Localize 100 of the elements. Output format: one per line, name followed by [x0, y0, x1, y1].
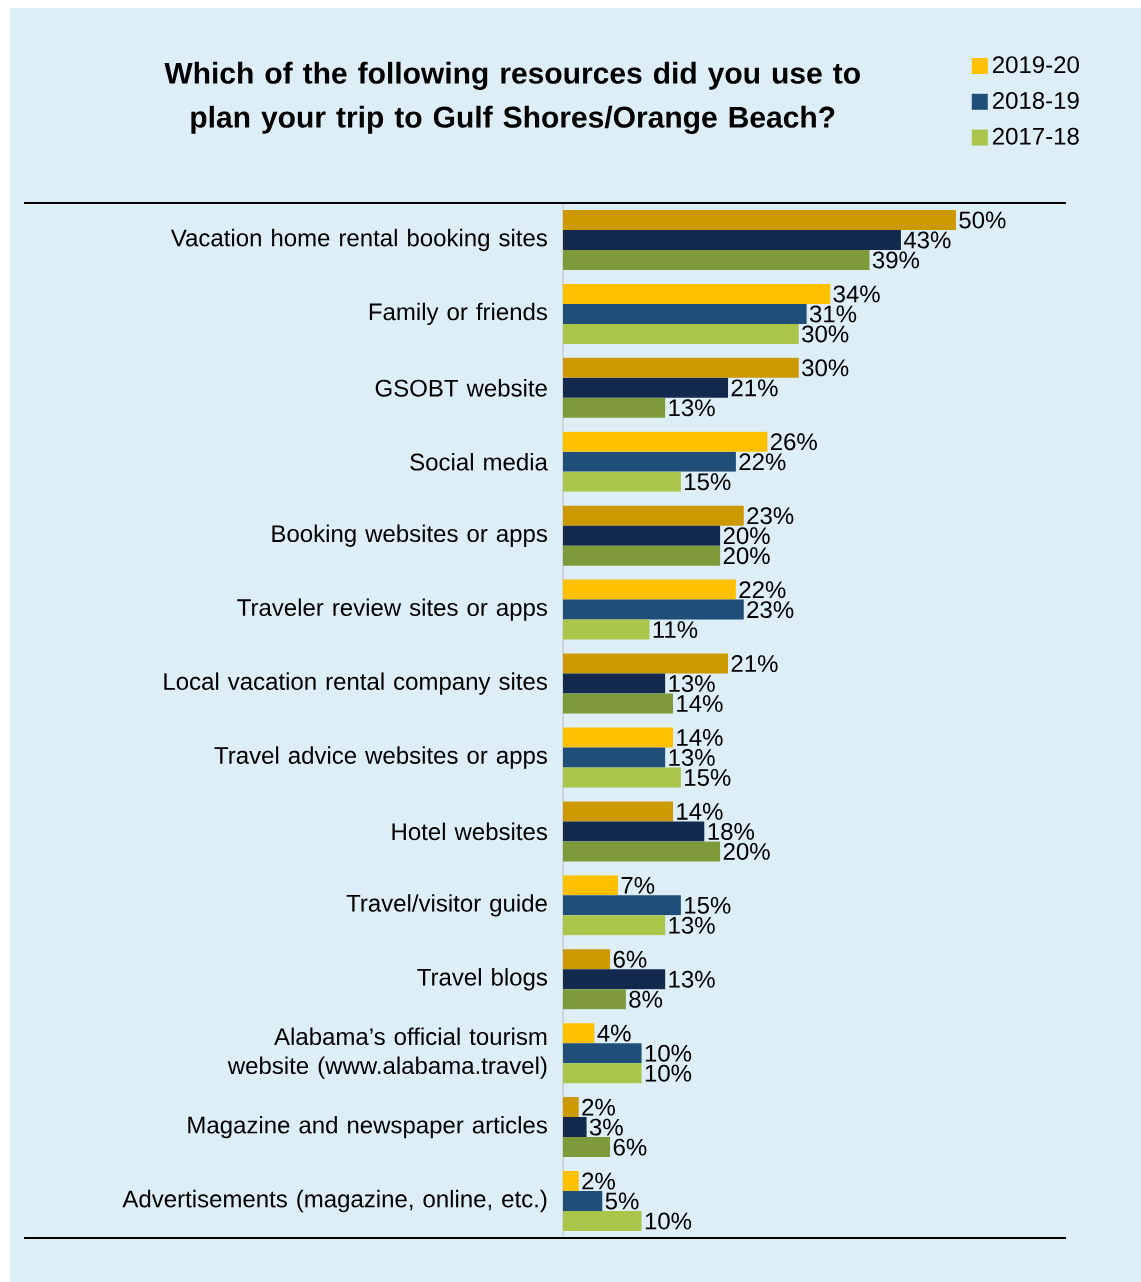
bar: [562, 619, 650, 640]
data-label: 13%: [669, 748, 715, 766]
y-tick-label: Travel advice websites or apps: [214, 746, 547, 769]
bar: [562, 915, 666, 936]
bar: [562, 747, 666, 768]
y-tick-label: Alabama’s official tourism website (www.alabama.travel): [227, 1027, 547, 1079]
y-tick-label: Vacation home rental booking sites: [170, 228, 547, 252]
data-label: 20%: [723, 842, 770, 860]
bar: [562, 841, 721, 862]
data-label: 22%: [739, 581, 786, 599]
data-label: 13%: [669, 399, 715, 417]
data-label: 6%: [613, 1138, 647, 1156]
bar: [562, 1191, 603, 1212]
y-tick-label: Social media: [410, 452, 548, 471]
bar: [562, 357, 799, 378]
y-tick-label: Traveler review sites or apps: [237, 598, 548, 621]
data-label: 11%: [653, 621, 698, 638]
data-label: 4%: [597, 1024, 631, 1042]
bar: [562, 471, 681, 492]
bar: [562, 1117, 587, 1138]
y-tick-label: Local vacation rental company sites: [164, 672, 547, 695]
y-tick-label: Hotel websites: [392, 822, 548, 841]
bar: [562, 949, 611, 970]
data-label: 20%: [723, 527, 770, 545]
data-label: 39%: [872, 251, 920, 269]
bar: [562, 505, 744, 526]
data-label: 14%: [677, 695, 723, 712]
bar: [562, 323, 799, 344]
data-label: 2%: [582, 1098, 615, 1116]
data-label: 30%: [802, 325, 849, 343]
data-label: 15%: [685, 473, 731, 491]
data-label: 26%: [770, 433, 817, 451]
bar: [562, 989, 626, 1010]
bar: [562, 895, 681, 916]
data-label: 34%: [833, 285, 880, 303]
data-label: 14%: [677, 729, 723, 746]
bar: [562, 599, 744, 620]
bar: [562, 1211, 642, 1232]
bar: [562, 525, 721, 546]
data-label: 22%: [739, 453, 786, 471]
y-tick-label: GSOBT website: [375, 379, 547, 397]
bar: [562, 377, 729, 398]
y-tick-label: Advertisements (magazine, online, etc.): [122, 1189, 547, 1213]
data-label: 14%: [677, 803, 723, 820]
data-label: 3%: [589, 1118, 623, 1136]
bar: [562, 875, 618, 896]
bar: [562, 673, 666, 694]
bar: [562, 1137, 611, 1158]
data-label: 15%: [685, 896, 731, 914]
legend-label: 2017-18: [992, 127, 1079, 145]
bar: [562, 1171, 579, 1192]
data-label: 15%: [685, 769, 731, 786]
bar: [562, 767, 681, 788]
bar: [562, 431, 768, 452]
data-label: 10%: [645, 1064, 692, 1082]
bar: [562, 283, 831, 304]
bar: [562, 209, 956, 230]
y-tick-label: Travel/visitor guide: [346, 894, 547, 917]
bar: [562, 1097, 579, 1118]
data-label: 10%: [645, 1212, 692, 1230]
data-label: 7%: [621, 876, 655, 894]
y-tick-label: Magazine and newspaper articles: [188, 1115, 547, 1139]
chart-title: Which of the following resources did you use to plan your trip to Gulf Shores/Orange Beach?: [164, 61, 860, 134]
data-label: 21%: [731, 655, 778, 672]
data-label: 5%: [605, 1192, 639, 1210]
bar: [562, 451, 736, 472]
data-label: 13%: [669, 970, 715, 988]
data-label: 43%: [903, 231, 951, 249]
legend-label: 2019-20: [992, 56, 1079, 74]
bar: [562, 545, 721, 566]
bar: [562, 653, 729, 674]
y-tick-label: Booking websites or apps: [272, 524, 547, 547]
data-label: 13%: [669, 675, 715, 693]
data-label: 13%: [669, 916, 715, 934]
bar: [562, 303, 807, 324]
data-label: 50%: [959, 211, 1006, 229]
data-label: 30%: [802, 359, 849, 377]
bar: [562, 801, 674, 822]
bar: [562, 969, 666, 990]
data-label: 23%: [747, 601, 794, 619]
data-label: 6%: [613, 950, 647, 968]
bar: [562, 229, 901, 250]
bar: [562, 1023, 595, 1044]
bar: [562, 821, 705, 842]
bar: [562, 1063, 642, 1084]
y-tick-label: Travel blogs: [417, 968, 548, 991]
data-label: 10%: [645, 1044, 692, 1062]
data-label: 21%: [731, 379, 778, 397]
data-label: 23%: [747, 507, 794, 525]
bar: [562, 249, 870, 270]
data-label: 8%: [629, 990, 663, 1008]
data-label: 31%: [809, 305, 857, 323]
data-label: 20%: [723, 547, 770, 565]
legend-label: 2018-19: [992, 91, 1079, 109]
data-label: 18%: [708, 822, 755, 840]
bar: [562, 579, 736, 600]
data-label: 2%: [582, 1172, 615, 1190]
bar: [562, 1043, 642, 1064]
y-tick-label: Family or friends: [369, 302, 548, 326]
bar: [562, 693, 674, 714]
